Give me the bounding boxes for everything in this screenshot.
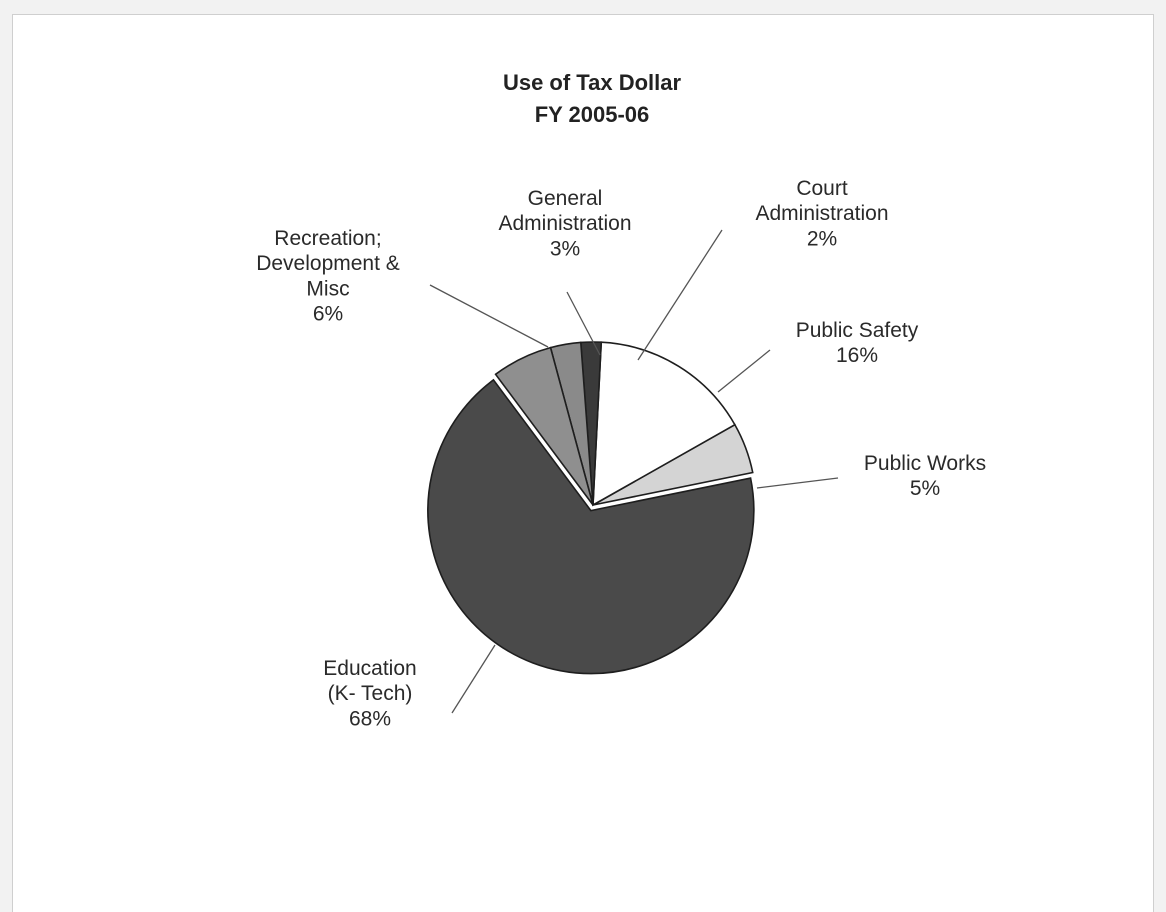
slice-label: Court Administration 2% <box>755 177 888 250</box>
leader-line <box>452 645 495 713</box>
slice-label: Public Safety 16% <box>796 319 919 367</box>
leader-line <box>718 350 770 392</box>
slice-label: Recreation; Development & Misc 6% <box>256 227 400 326</box>
leader-line <box>430 285 548 347</box>
pie-slices <box>428 342 754 674</box>
leader-line <box>638 230 722 360</box>
leader-line <box>757 478 838 488</box>
slice-label: Education (K- Tech) 68% <box>323 657 416 730</box>
chart-subtitle: FY 2005-06 <box>535 102 650 127</box>
slice-label: Public Works 5% <box>864 452 986 500</box>
slice-label: General Administration 3% <box>498 187 631 260</box>
chart-title: Use of Tax Dollar <box>503 70 682 95</box>
